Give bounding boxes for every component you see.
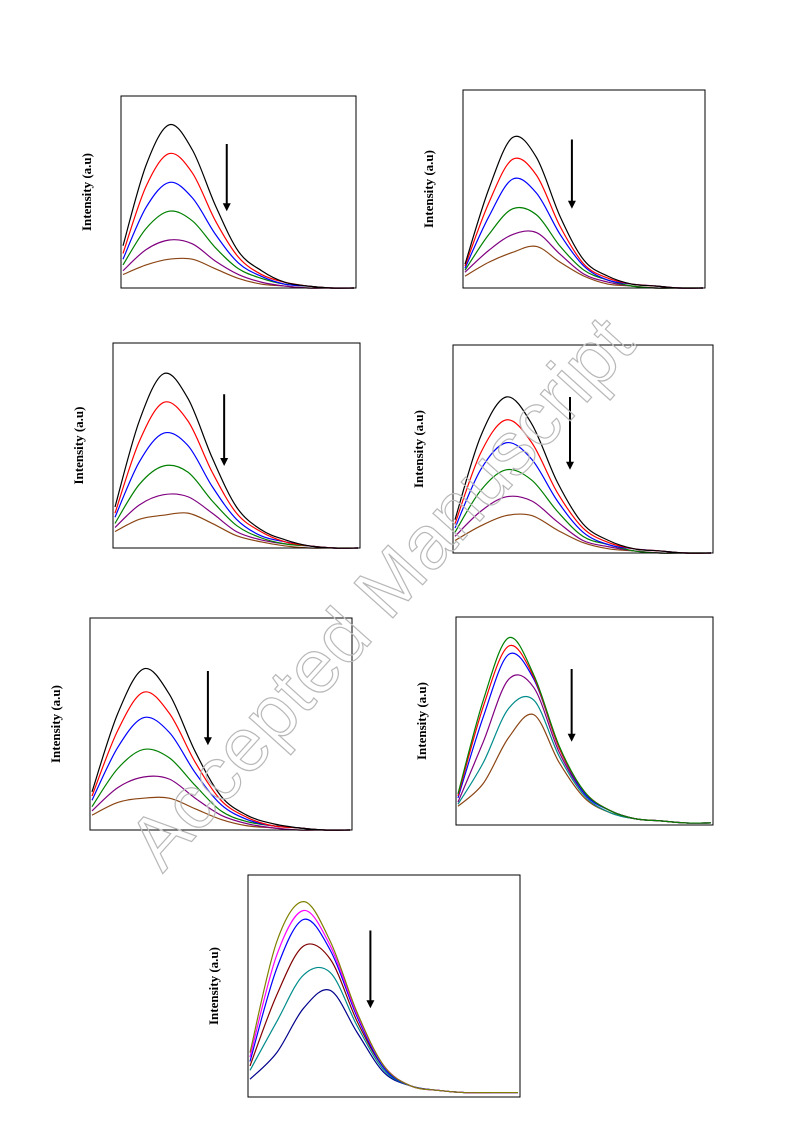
spectrum-line xyxy=(457,636,712,824)
spectrum-line xyxy=(114,431,359,549)
y-axis-label: Intensity (a.u) xyxy=(48,685,63,763)
arrow-head xyxy=(566,461,574,470)
spectrum-line xyxy=(457,713,712,824)
spectrum-line xyxy=(464,245,703,289)
plot-frame xyxy=(455,616,714,826)
plot-frame xyxy=(112,342,361,549)
spectrum-line xyxy=(122,152,355,289)
plot-frame xyxy=(452,344,714,554)
spectrum-line xyxy=(464,135,704,289)
plot-frame xyxy=(462,89,706,289)
plot-frame xyxy=(247,874,521,1098)
y-axis-label: Intensity (a.u) xyxy=(421,150,436,228)
arrow-head xyxy=(220,458,229,466)
arrow-head xyxy=(567,733,576,742)
arrow-head xyxy=(222,203,231,212)
spectrum-line xyxy=(114,512,358,549)
y-axis-label: Intensity (a.u) xyxy=(411,410,426,488)
arrow-head xyxy=(366,1000,375,1009)
y-axis-label: Intensity (a.u) xyxy=(206,947,221,1025)
spectrum-line xyxy=(122,181,355,289)
plot-frame xyxy=(120,95,357,289)
spectrum-line xyxy=(122,123,355,289)
spectrum-line xyxy=(91,667,351,831)
spectrum-line xyxy=(122,210,355,289)
y-axis-label: Intensity (a.u) xyxy=(71,406,86,484)
spectrum-line xyxy=(249,989,518,1094)
spectrum-line xyxy=(114,493,359,549)
y-axis-label: Intensity (a.u) xyxy=(414,682,429,760)
watermark: Accepted Manuscript xyxy=(112,301,650,885)
spectrum-line xyxy=(122,239,354,289)
y-axis-label: Intensity (a.u) xyxy=(79,153,94,231)
spectrum-line xyxy=(114,372,359,549)
spectrum-line xyxy=(464,157,704,289)
spectrum-line xyxy=(454,396,712,554)
spectrum-line xyxy=(464,177,704,289)
spectrum-line xyxy=(457,674,712,824)
plot-frame xyxy=(89,617,353,831)
arrow-head xyxy=(567,200,576,209)
spectrum-line xyxy=(249,901,518,1094)
arrow-head xyxy=(203,737,212,746)
